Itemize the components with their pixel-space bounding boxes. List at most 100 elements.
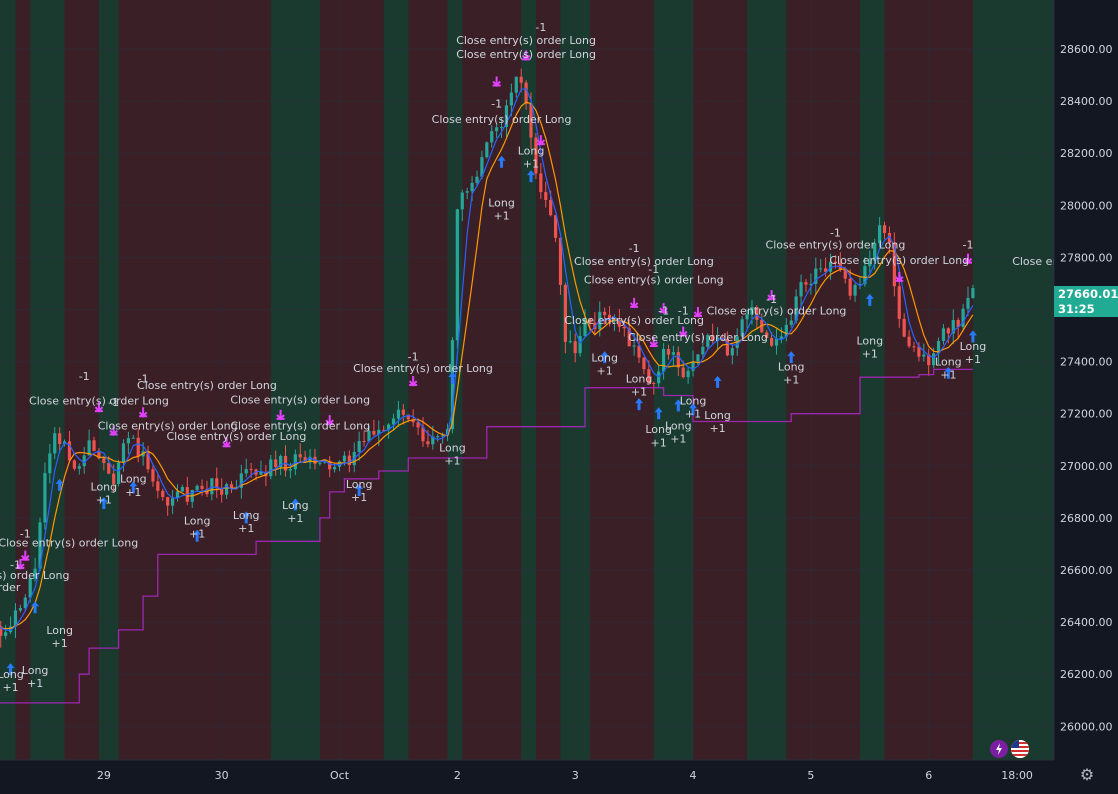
price-axis-ticks: 28600.00 28400.00 28200.00 28000.00 27800.00… — [1060, 43, 1113, 733]
candle-body-52 — [239, 473, 243, 488]
candle-body-18 — [72, 460, 76, 469]
lightning-icon[interactable] — [990, 740, 1008, 758]
candle-body-73 — [342, 455, 347, 462]
slow-moving-average-line — [0, 101, 974, 630]
gear-icon[interactable]: ⚙ — [1079, 765, 1095, 784]
time-tick-6: 5 — [807, 769, 814, 782]
candle-body-142 — [681, 367, 685, 378]
annotation-18: Close entry(s) order Long — [230, 419, 370, 432]
exit-marker-10 — [521, 50, 531, 61]
entry-arrow-19 — [865, 293, 874, 306]
annotation-65: +1 — [709, 422, 725, 435]
fast-moving-average-line — [0, 88, 974, 631]
annotation-70: -1 — [830, 227, 841, 240]
background-band-37 — [992, 0, 1038, 760]
annotation-48: -1 — [648, 263, 659, 276]
annotation-49: -1 — [658, 305, 669, 318]
background-band-6 — [118, 0, 154, 760]
annotation-34: Long — [439, 441, 466, 454]
annotation-60: Long — [665, 419, 692, 432]
candle-body-47 — [215, 478, 219, 489]
annotation-74: Long — [856, 335, 883, 348]
exit-marker-8 — [408, 376, 418, 387]
time-tick-4: 3 — [572, 769, 579, 782]
candle-body-181 — [873, 243, 877, 261]
entry-arrow-3 — [99, 497, 108, 510]
time-axis-ticks: 29 30 Oct 2 3 4 5 6 18:00 — [97, 769, 1033, 782]
exit-marker-1 — [21, 550, 30, 562]
candle-body-149 — [715, 337, 720, 342]
us-flag-icon[interactable] — [1011, 740, 1029, 758]
candle-body-190 — [917, 346, 921, 357]
annotation-45: Close entry(s) order Long — [574, 255, 714, 268]
candle-body-37 — [166, 497, 170, 506]
annotation-15: -1 — [108, 396, 119, 409]
candle-body-161 — [774, 338, 779, 346]
candle-body-121 — [578, 336, 582, 354]
candle-body-115 — [549, 199, 553, 216]
candle-body-28 — [121, 443, 126, 463]
candle-body-21 — [87, 440, 91, 456]
annotation-47: Close entry(s) order Long — [584, 273, 724, 286]
candle-body-92 — [436, 436, 440, 438]
candle-body-54 — [249, 469, 253, 471]
candle-body-78 — [367, 430, 371, 442]
candle-body-195 — [941, 328, 946, 342]
candle-body-136 — [652, 382, 656, 384]
annotation-62: Long — [680, 395, 707, 408]
time-tick-2: Oct — [330, 769, 350, 782]
candle-body-134 — [642, 357, 646, 370]
candle-body-116 — [553, 215, 558, 238]
candle-body-113 — [539, 173, 543, 193]
candle-body-3 — [0, 626, 3, 636]
candle-body-50 — [229, 484, 234, 489]
candle-body-127 — [607, 314, 612, 322]
candle-body-133 — [637, 345, 641, 358]
exit-marker-7 — [325, 415, 334, 426]
candle-body-29 — [126, 438, 130, 444]
annotation-46: -1 — [629, 242, 640, 255]
candle-body-98 — [465, 191, 469, 193]
candle-body-126 — [603, 311, 607, 315]
entry-arrow-5 — [193, 529, 202, 542]
candle-body-33 — [146, 451, 150, 470]
background-band-35 — [933, 0, 974, 760]
exit-marker-6 — [276, 409, 285, 421]
candle-body-69 — [323, 460, 327, 463]
entry-arrow-1 — [31, 601, 40, 614]
entry-arrow-14 — [654, 407, 663, 420]
price-tick-4: 27800.00 — [1060, 251, 1113, 264]
candle-body-109 — [519, 76, 523, 83]
annotation-10: +1 — [52, 637, 68, 650]
exit-marker-11 — [536, 135, 546, 146]
price-tick-12: 26200.00 — [1060, 668, 1113, 681]
annotation-21: -1 — [408, 350, 419, 363]
candle-body-25 — [107, 462, 111, 474]
time-tick-5: 4 — [690, 769, 697, 782]
background-band-31 — [835, 0, 861, 760]
entry-arrow-2 — [55, 478, 64, 491]
candle-body-108 — [514, 76, 518, 93]
candle-body-160 — [770, 337, 774, 346]
background-band-4 — [64, 0, 100, 760]
annotation-40: -1 — [491, 98, 502, 111]
last-price-label: 27660.01 — [1054, 286, 1118, 302]
time-tick-1: 30 — [215, 769, 229, 782]
price-tick-3: 28000.00 — [1060, 199, 1113, 212]
candle-body-81 — [382, 429, 386, 431]
candle-body-49 — [224, 484, 229, 495]
entry-arrow-9 — [448, 372, 457, 385]
candle-body-148 — [711, 335, 715, 342]
annotation-58: Long — [645, 423, 672, 436]
candle-body-196 — [946, 328, 950, 334]
candle-body-155 — [745, 314, 749, 320]
candle-body-62 — [288, 469, 293, 471]
price-tick-7: 27200.00 — [1060, 408, 1113, 421]
candle-body-130 — [622, 326, 626, 329]
annotation-1: -1 — [20, 527, 31, 540]
background-band-34 — [913, 0, 935, 760]
annotation-19: Close entry(s) order Long — [230, 393, 370, 406]
candle-body-105 — [499, 126, 504, 128]
